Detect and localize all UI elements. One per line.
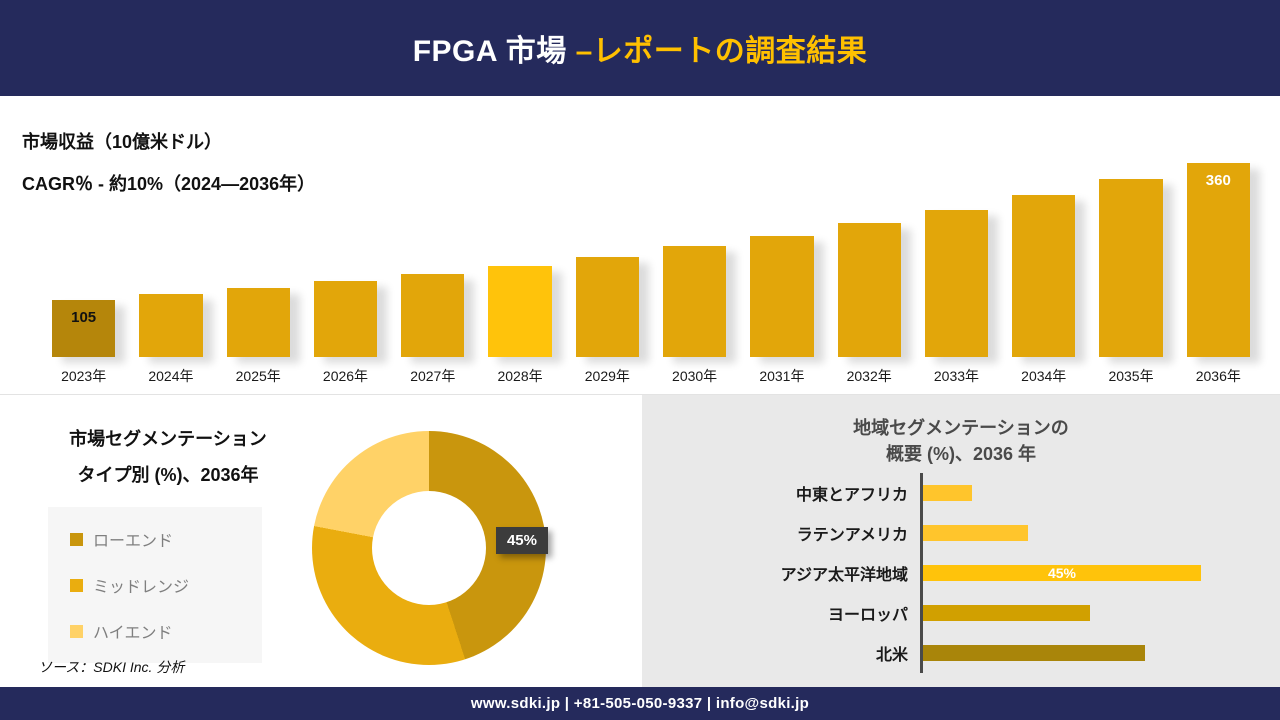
revenue-bar [1099,179,1163,357]
revenue-bar-value-label: 105 [71,309,97,326]
page-title-main: FPGA 市場 [412,35,576,68]
region-category-labels: 中東とアフリカ ラテンアメリカアジア太平洋地域ヨーロッパ北米 [642,473,920,673]
revenue-bar [662,246,727,357]
revenue-bar [837,223,901,357]
donut-legend: ローエンドミッドレンジ ハイエンド [48,507,262,663]
donut-chart-wrap: 45% [312,431,548,665]
revenue-bar [575,257,639,357]
region-label: 北米 [875,647,908,664]
region-label: ヨーロッパ [827,607,908,624]
revenue-bar [226,288,290,357]
region-segmentation-panel: 地域セグメンテーションの 概要 (%)、2036 年 中東とアフリカ ラテンアメリ… [642,395,1280,687]
revenue-chart-section: 市場収益（10億米ドル） CAGR％ - 約10%（2024―2036年） 10… [0,96,1280,394]
region-bar [923,645,1145,661]
region-bar-row [923,593,1268,633]
revenue-year-label: 2036年 [1195,368,1241,384]
revenue-bar [313,281,378,357]
revenue-bar [924,210,989,357]
revenue-bar-column: 2032年 [837,223,901,386]
revenue-year-label: 2034年 [1021,368,1067,384]
revenue-bar-value-label: 360 [1205,172,1231,189]
region-bar-row [923,633,1268,673]
revenue-bar-column: 2026年 [313,281,378,386]
region-bar-row [923,473,1268,513]
revenue-bar-column: 2030年 [662,246,727,386]
page-title: FPGA 市場 –レポートの調査結果 [413,26,868,70]
legend-label: ローエンド [93,533,174,550]
type-segmentation-panel: 市場セグメンテーション タイプ別 (%)、2036年 ローエンドミッドレンジ ハイ… [0,395,642,687]
revenue-year-label: 2031年 [759,368,805,384]
legend-label: ハイエンド [93,625,173,642]
region-chart-title-line1: 地域セグメンテーションの [853,418,1069,438]
revenue-bar-column: 2029年 [575,257,639,386]
revenue-year-label: 2028年 [497,368,543,384]
revenue-bar-column: 2034年 [1012,195,1076,386]
legend-swatch-icon [70,578,83,592]
revenue-bar-column: 2033年 [924,210,989,386]
revenue-bar-column: 2028年 [488,266,552,386]
revenue-bar-column: 2024年 [139,294,203,386]
legend-item: ミッドレンジ [70,573,240,597]
region-bar [923,485,972,501]
revenue-year-label: 2029年 [584,368,630,384]
region-chart-title-line2: 概要 (%)、2036 年 [885,444,1037,465]
revenue-bar [1012,195,1076,357]
donut-annotation: 45% [495,527,548,554]
page-title-accent: –レポートの調査結果 [575,35,868,68]
region-bar-annotation: 45% [1047,565,1077,581]
revenue-year-label: 2030年 [672,368,718,384]
region-chart-title: 地域セグメンテーションの 概要 (%)、2036 年 [642,395,1280,467]
revenue-bar-chart: 105 2023年 2024年 2025年 2026年 2027年 2028年 2029年 20… [52,163,1250,386]
legend-item: ローエンド [70,527,240,551]
region-label: アジア太平洋地域 [780,567,908,584]
revenue-bar-column: 2025年 [226,288,290,386]
revenue-year-label: 2026年 [322,368,369,384]
header-banner: FPGA 市場 –レポートの調査結果 [0,0,1280,96]
revenue-bar [401,274,465,357]
revenue-axis-title: 市場収益（10億米ドル） [22,132,223,152]
revenue-year-label: 2033年 [933,368,980,384]
region-bar: 45% [923,565,1201,581]
revenue-bar: 360 [1186,163,1250,357]
region-bar-chart: 中東とアフリカ ラテンアメリカアジア太平洋地域ヨーロッパ北米 45% [642,473,1268,673]
revenue-bar-column: 105 2023年 [52,300,116,386]
revenue-bar-column: 2031年 [750,236,814,386]
region-bar [923,605,1090,621]
revenue-cagr-label: CAGR％ - 約10%（2024―2036年） [22,174,316,194]
bottom-panels: 市場セグメンテーション タイプ別 (%)、2036年 ローエンドミッドレンジ ハイ… [0,394,1280,687]
revenue-year-label: 2027年 [410,368,456,384]
type-segmentation-title: 市場セグメンテーション タイプ別 (%)、2036年 [42,421,294,493]
revenue-bar-column: 2035年 [1099,179,1163,386]
revenue-bar [139,294,203,357]
legend-item: ハイエンド [70,619,240,643]
revenue-year-label: 2023年 [61,368,107,384]
legend-swatch-icon [70,532,83,546]
revenue-bar-column: 2027年 [401,274,465,386]
region-bar-row [923,513,1268,553]
revenue-bar [488,266,552,357]
footer-banner: www.sdki.jp | +81-505-050-9337 | info@sd… [0,687,1280,720]
region-bar [923,525,1028,541]
revenue-bar: 105 [52,300,116,357]
revenue-chart-labels: 市場収益（10億米ドル） CAGR％ - 約10%（2024―2036年） [22,128,315,196]
region-label: ラテンアメリカ [796,527,908,544]
region-bar-row: 45% [923,553,1268,593]
source-note: ソース：SDKI Inc. 分析 [38,659,185,675]
revenue-bar-column: 360 2036年 [1186,163,1250,386]
type-segmentation-title-line1: 市場セグメンテーション [69,429,267,449]
revenue-year-label: 2025年 [235,368,281,384]
revenue-year-label: 2032年 [846,368,892,384]
type-segmentation-title-line2: タイプ別 (%)、2036年 [77,465,259,485]
region-label: 中東とアフリカ [795,487,908,504]
footer-contact: www.sdki.jp | +81-505-050-9337 | info@sd… [470,695,810,712]
revenue-year-label: 2024年 [148,368,194,384]
revenue-year-label: 2035年 [1108,368,1154,384]
revenue-bar [750,236,814,357]
region-bars: 45% [920,473,1268,673]
legend-swatch-icon [70,624,83,638]
legend-label: ミッドレンジ [93,579,190,596]
